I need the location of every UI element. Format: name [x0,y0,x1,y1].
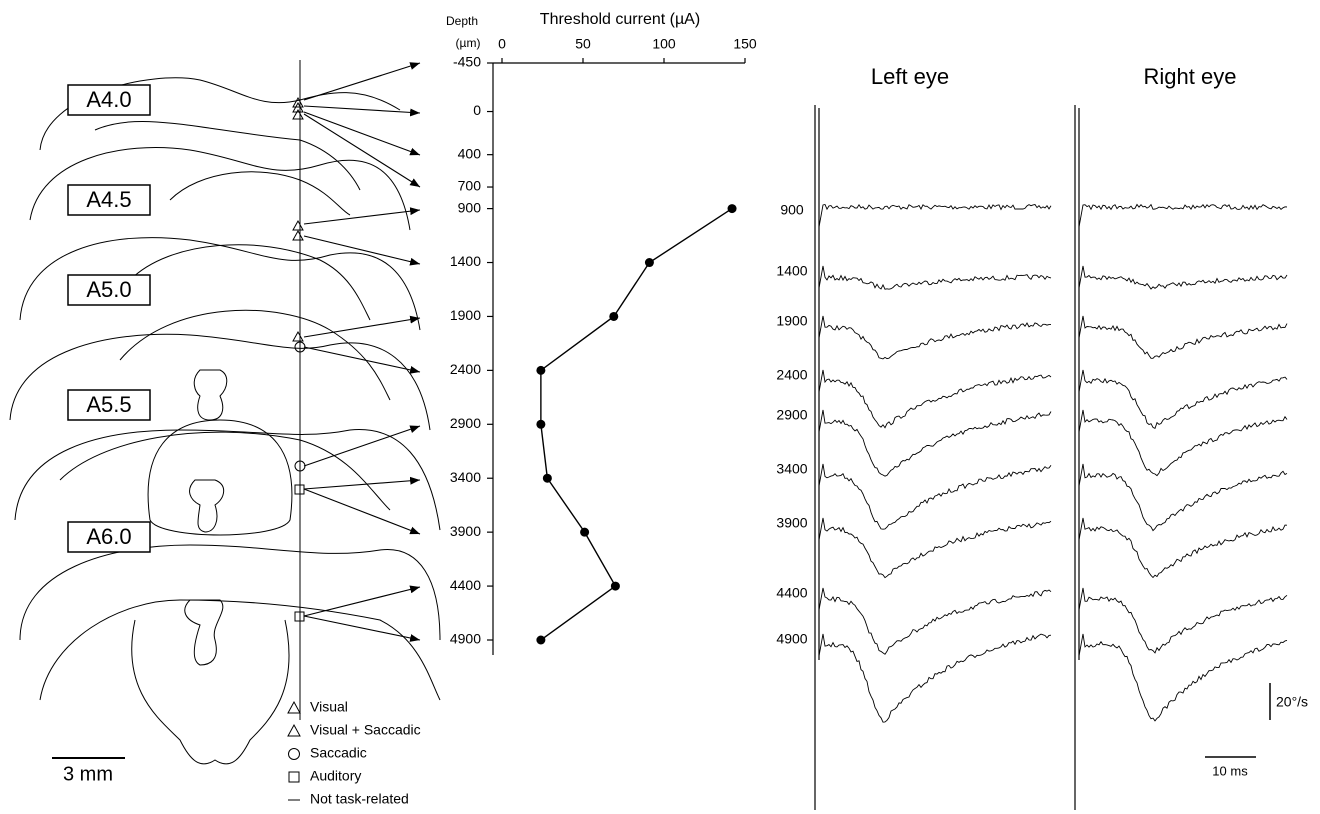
legend-label: Visual + Saccadic [310,722,421,738]
trace-depth-label: 1400 [776,263,807,279]
velocity-trace [818,633,1052,723]
trace-depth-label: 4900 [776,631,807,647]
velocity-trace [1078,517,1288,579]
data-point [536,419,546,429]
x-tick-label: 50 [575,36,591,52]
y-tick-label: 3900 [450,523,481,539]
recording-sites [292,96,306,622]
section-label: A6.0 [86,524,131,549]
velocity-trace [1078,203,1288,228]
velocity-trace [818,369,1052,429]
velocity-trace [1078,265,1288,290]
panel-title: Right eye [1144,64,1237,89]
section-label-box [67,274,151,306]
x-tick-label: 0 [498,36,506,52]
velocity-trace [1078,587,1288,654]
panel-title: Left eye [871,64,949,89]
y-tick-label: 2400 [450,361,481,377]
data-line [540,208,733,641]
y-tick-label: 4900 [450,631,481,647]
chart-title: Threshold current (µA) [540,11,700,28]
y-tick-label: 1400 [450,253,481,269]
velocity-trace [818,517,1052,579]
y-tick-label: 900 [458,199,482,215]
trace-depth-label: 1900 [776,313,807,329]
velocity-trace [818,315,1051,360]
trace-depth-label: 2400 [776,367,807,383]
legend-label: Not task-related [310,791,409,807]
y-tick-label: 4400 [450,577,481,593]
data-point [644,258,654,268]
section-label-box [67,389,151,421]
velocity-trace [1078,633,1288,722]
anatomy-drawing [9,60,441,765]
y-tick-label: 2900 [450,415,481,431]
section-label: A5.0 [86,277,131,302]
section-label-box [67,521,151,553]
velocity-trace [818,409,1052,477]
velocity-trace [1078,409,1288,477]
y-tick-label: 0 [473,102,481,118]
data-point [536,365,546,375]
section-label-box [67,184,151,216]
time-scale-label: 10 ms [1212,763,1248,778]
trace-depth-label: 3400 [776,461,807,477]
data-point [727,204,737,214]
y-axis-unit: (µm) [456,36,481,50]
y-tick-label: 400 [458,145,482,161]
velocity-trace [1078,315,1288,359]
y-tick-label: 700 [458,178,482,194]
data-point [580,527,590,537]
data-point [610,581,620,591]
velocity-trace [818,265,1052,290]
data-point [536,635,546,645]
x-tick-label: 100 [652,36,676,52]
legend-symbol [287,723,301,737]
y-axis-label: Depth [446,14,478,28]
x-tick-label: 150 [733,36,757,52]
velocity-trace [818,587,1052,655]
site-arrows [303,62,421,642]
section-label: A4.5 [86,187,131,212]
legend-label: Visual [310,699,348,715]
legend-symbol [288,771,300,783]
section-label: A5.5 [86,392,131,417]
y-tick-label: 3400 [450,469,481,485]
data-point [609,311,619,321]
scale-bar-label: 3 mm [63,763,113,785]
data-point [542,473,552,483]
velocity-trace [818,463,1052,530]
y-tick-label: 1900 [450,307,481,323]
trace-depth-label: 2900 [776,407,807,423]
velocity-trace [1078,369,1288,430]
legend-symbol [287,700,301,714]
trace-depth-label: 900 [780,202,804,218]
legend-label: Auditory [310,768,361,784]
section-label-box [67,84,151,116]
legend-label: Saccadic [310,745,367,761]
section-label: A4.0 [86,87,131,112]
y-tick-label: -450 [453,54,481,70]
velocity-trace [818,203,1052,228]
velocity-scale-label: 20°/s [1276,694,1308,710]
legend-symbol [288,748,300,760]
velocity-trace [1078,463,1288,532]
trace-depth-label: 4400 [776,585,807,601]
trace-depth-label: 3900 [776,515,807,531]
